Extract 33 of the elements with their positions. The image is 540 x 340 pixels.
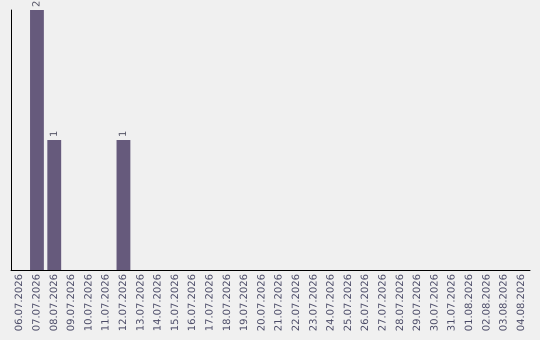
x-tick-label: 16.07.2026: [187, 274, 198, 332]
x-tick-label: 21.07.2026: [274, 274, 285, 332]
x-tick-label: 04.08.2026: [516, 274, 527, 332]
x-tick-label: 18.07.2026: [222, 274, 233, 332]
data-label: 1: [48, 130, 60, 137]
x-tick-label: 12.07.2026: [118, 274, 129, 332]
x-tick-label: 13.07.2026: [135, 274, 146, 332]
x-tick-label: 19.07.2026: [239, 274, 250, 332]
x-tick-label: 09.07.2026: [66, 274, 78, 332]
x-tick-label: 22.07.2026: [290, 274, 302, 332]
data-label: 2: [31, 0, 42, 7]
data-label: 1: [118, 130, 129, 137]
x-tick-label: 26.07.2026: [360, 274, 372, 332]
x-tick-label: 11.07.2026: [100, 274, 112, 332]
x-tick-label: 29.07.2026: [412, 274, 424, 332]
x-tick-label: 27.07.2026: [377, 274, 388, 332]
x-tick-label: 01.08.2026: [464, 274, 475, 332]
x-tick-label: 20.07.2026: [256, 274, 268, 332]
x-tick-label: 03.08.2026: [498, 274, 510, 332]
x-tick-label: 24.07.2026: [326, 274, 337, 332]
x-tick-label: 14.07.2026: [152, 274, 164, 332]
x-tick-label: 02.08.2026: [481, 274, 492, 332]
x-tick-label: 17.07.2026: [204, 274, 216, 332]
x-tick-label: 07.07.2026: [31, 274, 42, 332]
x-tick-label: 30.07.2026: [429, 274, 440, 332]
x-tick-label: 31.07.2026: [446, 274, 458, 332]
x-tick-label: 15.07.2026: [170, 274, 181, 332]
x-tick-label: 23.07.2026: [308, 274, 320, 332]
x-tick-label: 06.07.2026: [14, 274, 26, 332]
x-tick-label: 10.07.2026: [83, 274, 94, 332]
x-tick-label: 08.07.2026: [48, 274, 60, 332]
x-tick-label: 28.07.2026: [394, 274, 406, 332]
x-tick-label: 25.07.2026: [342, 274, 354, 332]
